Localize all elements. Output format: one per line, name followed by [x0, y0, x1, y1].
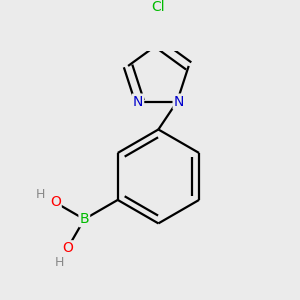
Text: N: N — [174, 94, 184, 109]
Text: H: H — [36, 188, 45, 201]
Text: Cl: Cl — [152, 0, 165, 14]
Text: N: N — [133, 94, 143, 109]
Text: O: O — [50, 195, 61, 209]
Text: O: O — [62, 241, 73, 255]
Text: H: H — [54, 256, 64, 269]
Text: B: B — [80, 212, 89, 226]
